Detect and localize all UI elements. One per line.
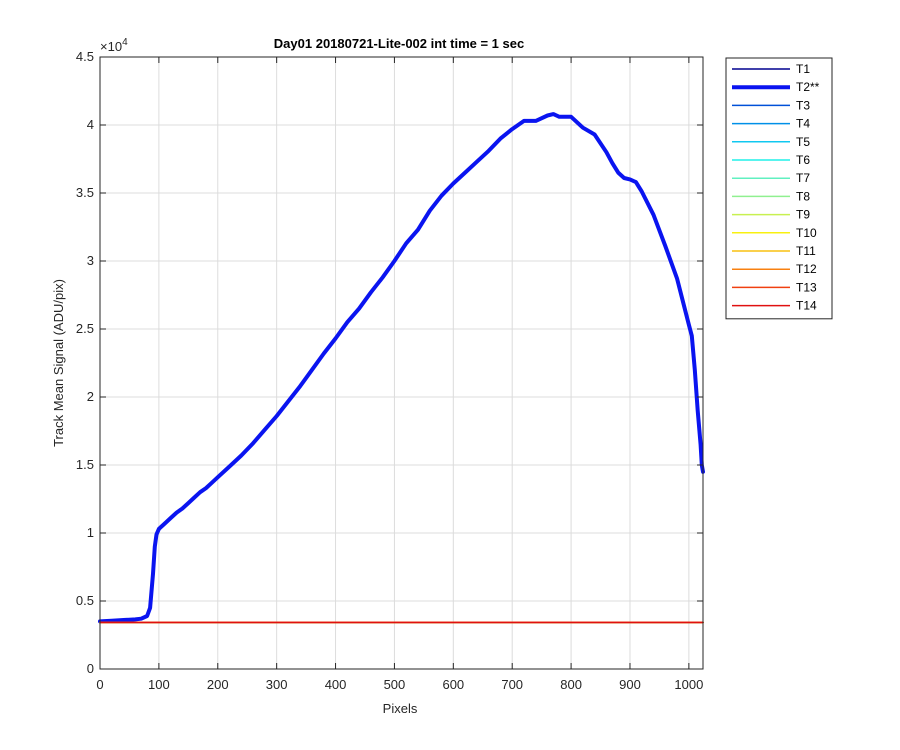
y-tick-label: 4.5 — [76, 49, 94, 64]
legend-label: T10 — [796, 226, 817, 240]
x-tick-label: 600 — [442, 677, 464, 692]
chart-title: Day01 20180721-Lite-002 int time = 1 sec — [274, 36, 524, 51]
legend-label: T14 — [796, 299, 817, 313]
legend-label: T6 — [796, 153, 810, 167]
legend-label: T11 — [796, 244, 816, 258]
x-tick-label: 1000 — [674, 677, 703, 692]
legend: T1 T2** T3 T4 T5 T6 T7 T8 T9 T10 T11 T12 T13 T14 — [725, 57, 833, 320]
axes — [99, 56, 704, 670]
plot-area — [100, 57, 703, 669]
grid-lines — [99, 56, 703, 670]
y-tick-label: 3.5 — [76, 185, 94, 200]
y-tick-label: 3 — [87, 253, 94, 268]
series-lines — [98, 112, 705, 624]
y-tick-label: 0.5 — [76, 593, 94, 608]
y-tick-label: 0 — [87, 661, 94, 676]
series-line-t2 — [98, 112, 705, 624]
y-exponent-label: ×104 — [100, 37, 128, 54]
x-tick-label: 500 — [384, 677, 406, 692]
x-tick-label: 200 — [207, 677, 229, 692]
y-tick-label: 1.5 — [76, 457, 94, 472]
y-axis-label: Track Mean Signal (ADU/pix) — [51, 279, 66, 447]
x-axis-label: Pixels — [383, 701, 418, 716]
legend-label: T9 — [796, 208, 810, 222]
x-tick-label: 800 — [560, 677, 582, 692]
x-tick-label: 900 — [619, 677, 641, 692]
x-tick-label: 0 — [96, 677, 103, 692]
legend-label: T8 — [796, 189, 810, 203]
x-tick-label: 100 — [148, 677, 170, 692]
legend-label: T3 — [796, 98, 810, 112]
legend-label: T7 — [796, 171, 810, 185]
legend-label: T5 — [796, 135, 810, 149]
y-tick-label: 1 — [87, 525, 94, 540]
plot-background — [100, 57, 703, 669]
x-tick-label: 400 — [325, 677, 347, 692]
legend-label: T12 — [796, 262, 817, 276]
y-tick-label: 4 — [87, 117, 94, 132]
legend-label: T13 — [796, 280, 817, 294]
y-tick-label: 2 — [87, 389, 94, 404]
tick-labels: 0 100 200 300 400 500 600 700 800 900 1000 0 0.5 1 1.5… — [76, 49, 703, 692]
legend-box — [725, 57, 833, 320]
legend-label: T1 — [796, 62, 810, 76]
y-tick-label: 2.5 — [76, 321, 94, 336]
axes-box — [99, 56, 704, 670]
legend-label: T2** — [796, 80, 820, 94]
legend-label: T4 — [796, 117, 810, 131]
x-tick-label: 700 — [501, 677, 523, 692]
x-tick-label: 300 — [266, 677, 288, 692]
